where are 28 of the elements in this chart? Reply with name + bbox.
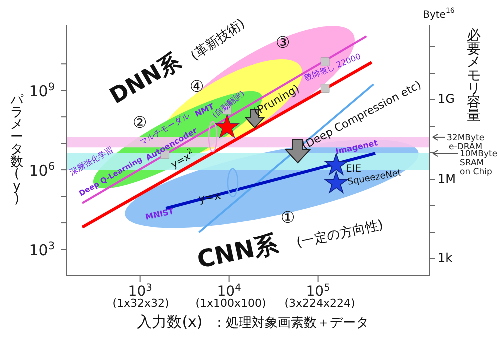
y2-axis-title: 必要メモリ容量 — [467, 28, 481, 124]
text: パラメータ数(y) — [10, 93, 24, 207]
text: ：処理対象画素数＋データ — [213, 314, 369, 331]
annotation: (一定の方向性) — [295, 216, 385, 251]
x-axis-title: 入力数(x) — [137, 313, 203, 332]
y-tick-label: 10$^{6}$ — [29, 161, 56, 180]
text: 1k — [438, 251, 453, 266]
x-tick-label: 10$^{4}$ — [217, 282, 242, 300]
y-tick-label: 10$^{9}$ — [29, 82, 55, 101]
annotation: (革新技術) — [188, 16, 248, 64]
x-tick-label: 10$^{5}$ — [306, 282, 330, 300]
band-label: 10MByte SRAM on Chip — [460, 150, 498, 178]
annotation: y=x — [198, 189, 222, 206]
annotation: MNIST — [144, 207, 176, 222]
text: (1x100x100) — [196, 297, 266, 310]
annotation: EIE — [346, 164, 362, 175]
text: (1x32x32) — [112, 297, 170, 310]
text: 1M — [438, 172, 456, 186]
x-tick-label: 10$^{3}$ — [128, 282, 152, 300]
annotation: ④ — [190, 77, 204, 96]
text: 1G — [438, 92, 455, 106]
y-tick-label: 10$^{3}$ — [29, 240, 55, 260]
annotation: ② — [132, 113, 148, 132]
annotation: CNN系 — [194, 229, 282, 274]
annotation: ③ — [276, 33, 290, 52]
text: Byte$^{16}$ — [423, 6, 456, 21]
annotation: ① — [280, 208, 296, 228]
text: (3x224x224) — [284, 297, 356, 310]
